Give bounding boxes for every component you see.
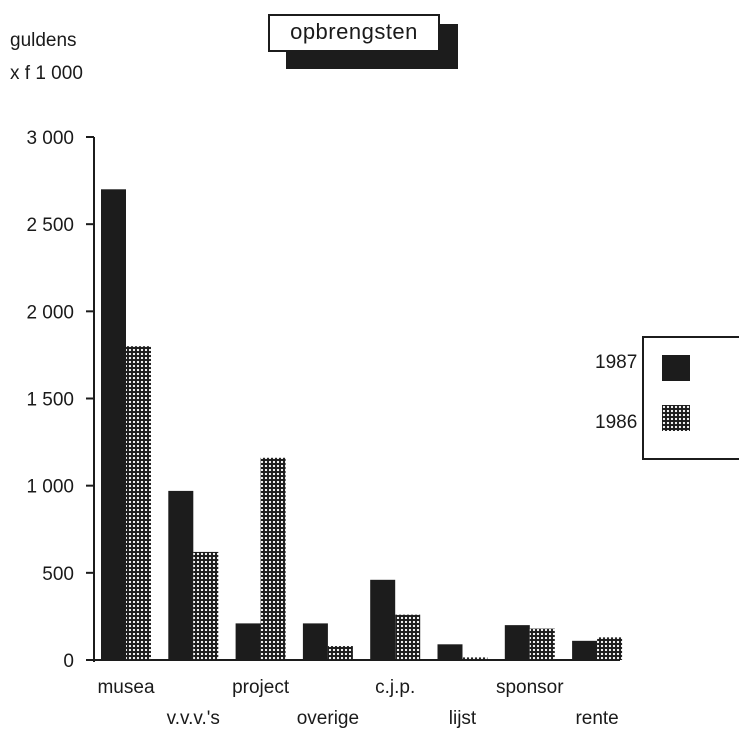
bar-1986-overige [327,646,353,660]
y-tick-label: 0 [63,651,74,672]
bar-1987-rente [572,640,598,660]
bar-1986-rente [597,637,623,660]
x-category-label: c.j.p. [375,677,415,698]
bar-1987-overige [302,623,328,660]
bar-1986-lijst [462,657,488,660]
x-category-label: overige [297,708,359,729]
legend-frame [642,336,739,460]
y-tick-label: 2 000 [26,302,74,323]
y-tick-group: 0 500 1 000 1 500 2 000 2 500 3 000 [26,128,94,672]
chart-title: opbrengsten [290,19,418,44]
legend-label-1987: 1987 [595,352,638,373]
x-category-label: sponsor [496,677,564,698]
bar-1987-lijst [437,644,463,660]
y-tick-label: 1 000 [26,477,74,498]
bar-1986-sponsor [529,628,555,660]
bar-1987-project [235,623,261,660]
title-box [268,14,440,52]
y-tick-label: 1 500 [26,390,74,411]
legend-swatch-1987 [662,355,690,381]
bar-1986-cjp [395,614,421,660]
bar-1987-cjp [370,579,396,660]
unit-label-line2: x f 1 000 [10,63,83,84]
x-category-label: musea [97,677,154,698]
unit-label-line1: guldens [10,30,77,51]
y-tick-label: 2 500 [26,215,74,236]
x-category-label: rente [575,708,618,729]
bar-1987-musea [101,189,126,661]
legend-swatch-1986 [662,405,690,431]
bar-1987-vvvs [168,490,194,660]
bar-1986-project [260,457,286,660]
bar-1986-vvvs [193,551,219,660]
x-category-label: lijst [449,708,477,729]
legend-label-1986: 1986 [595,412,638,433]
bar-1986-musea [126,346,151,660]
y-tick-label: 500 [42,564,74,585]
x-category-label: v.v.v.'s [167,708,220,729]
y-tick-label: 3 000 [26,128,74,149]
bar-1987-sponsor [504,625,530,660]
x-category-label: project [232,677,290,698]
x-label-group: musea v.v.v.'s project overige c.j.p. lijstsp… [97,677,618,729]
bar-group [101,189,623,661]
